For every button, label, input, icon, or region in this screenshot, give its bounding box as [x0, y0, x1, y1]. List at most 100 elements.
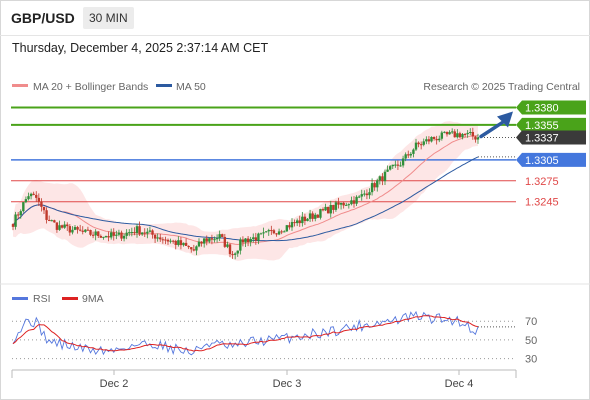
candle: [409, 152, 413, 158]
candle: [120, 230, 123, 242]
candle-body: [22, 202, 25, 212]
candle: [128, 229, 131, 237]
last-price-text: 1.3337: [525, 132, 559, 144]
candle-body: [29, 193, 33, 197]
candle-body: [164, 239, 167, 241]
candle-body: [394, 164, 397, 166]
candle: [404, 152, 407, 162]
candle-body: [213, 239, 216, 241]
candle-body: [360, 194, 363, 197]
candle-body: [290, 222, 294, 228]
bollinger-fill: [13, 121, 478, 261]
candle-body: [104, 236, 108, 238]
candle-body: [179, 240, 183, 246]
candle-body: [396, 164, 400, 166]
candle-body: [226, 244, 229, 247]
candle-body: [373, 183, 376, 188]
candle: [345, 202, 348, 206]
candle: [412, 148, 415, 158]
chart-datetime: Thursday, December 4, 2025 2:37:14 AM CE…: [12, 41, 269, 55]
candle-body: [130, 232, 134, 234]
candle-body: [275, 233, 278, 235]
price-legend: MA 20 + Bollinger Bands MA 50 Research ©…: [12, 81, 580, 93]
candle-body: [68, 226, 72, 233]
candle: [138, 221, 141, 236]
candle: [55, 222, 59, 233]
candle-body: [122, 235, 126, 239]
candle-body: [156, 237, 159, 239]
candle-body: [89, 230, 92, 235]
timeframe-button[interactable]: 30 MIN: [83, 7, 134, 29]
candle-body: [277, 231, 281, 235]
candle: [156, 233, 159, 242]
candle: [14, 211, 17, 230]
candle-body: [249, 238, 252, 243]
candle: [458, 131, 462, 138]
candle-body: [218, 234, 221, 239]
candle-body: [187, 245, 190, 248]
candle: [249, 236, 252, 247]
candle-body: [308, 213, 312, 219]
candle-body: [259, 233, 263, 235]
candle: [277, 228, 281, 236]
candle: [252, 233, 255, 243]
level-tag-1.3380: 1.3380: [516, 100, 586, 115]
candle: [414, 138, 418, 152]
candle: [311, 211, 314, 222]
rsi-legend-icon: [12, 297, 28, 300]
ma20-legend-icon: [12, 84, 28, 87]
candle: [71, 226, 74, 235]
candle: [373, 181, 376, 191]
candle-body: [184, 242, 188, 246]
candle: [435, 135, 438, 145]
candle-body: [347, 204, 351, 206]
candle: [259, 232, 263, 235]
candle: [86, 226, 90, 231]
candle: [427, 136, 431, 145]
rsi-legend: RSI 9MA: [12, 293, 104, 305]
candle-body: [63, 224, 66, 228]
candle: [254, 232, 258, 245]
candle-body: [378, 176, 382, 181]
candle-body: [303, 216, 307, 222]
candle-body: [443, 131, 446, 133]
candle-body: [55, 222, 59, 230]
candle: [143, 228, 146, 238]
candle: [195, 245, 198, 256]
candle: [35, 191, 38, 202]
candle: [407, 150, 410, 158]
rsi-ma-legend-icon: [62, 297, 78, 300]
candle: [117, 229, 121, 237]
candle-body: [138, 226, 141, 235]
candle-body: [159, 237, 162, 240]
candle: [112, 228, 115, 241]
candle: [32, 191, 35, 196]
candle: [342, 201, 345, 209]
candle: [376, 178, 379, 192]
candle: [58, 220, 61, 231]
candle-body: [448, 132, 451, 135]
candle-body: [135, 226, 139, 234]
candle-body: [125, 232, 128, 236]
candle-body: [166, 239, 170, 242]
candle: [391, 164, 394, 169]
candle: [228, 243, 232, 258]
candle: [42, 206, 46, 214]
candle: [438, 135, 441, 143]
candle: [19, 209, 22, 219]
level-tag-1.3355: 1.3355: [516, 117, 586, 132]
candle-body: [252, 237, 255, 239]
rsi-legend-label: RSI: [33, 293, 51, 305]
candle: [99, 234, 103, 238]
rsi-tick-50: 50: [525, 335, 537, 347]
candle: [469, 128, 472, 136]
candle-body: [363, 193, 366, 195]
candle-body: [73, 227, 77, 230]
candle-body: [210, 238, 214, 240]
candle: [280, 229, 283, 235]
candle: [104, 235, 108, 239]
candle-body: [133, 232, 136, 234]
candle: [40, 198, 43, 212]
level-label-1.3245: 1.3245: [525, 197, 559, 209]
candle-body: [401, 158, 405, 166]
